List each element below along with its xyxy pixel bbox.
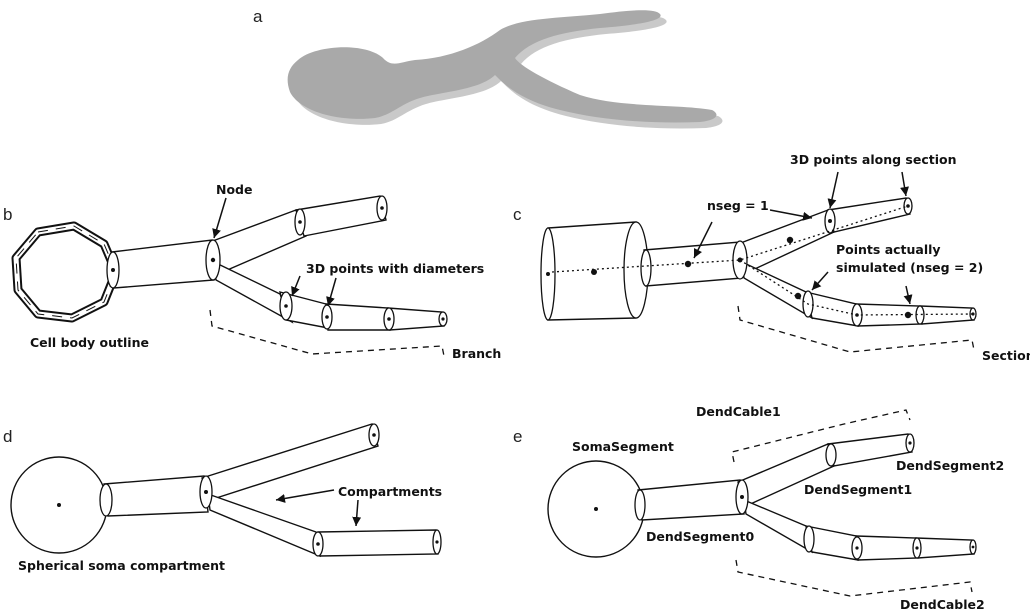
dend-segment1-label: DendSegment1 [804,482,912,497]
dend-segment0-label: DendSegment0 [646,529,755,544]
panel-d-letter: d [3,427,12,446]
neuron-silhouette [287,10,723,129]
panel-a: a [253,7,723,129]
panel-e-letter: e [513,427,522,446]
points-with-diameters-label: 3D points with diameters [306,261,484,276]
soma-cylinder [540,221,649,321]
segment-shapes [547,433,977,561]
soma-segment-label: SomaSegment [572,439,674,454]
dend-segment2-label: DendSegment2 [896,458,1004,473]
panel-c-letter: c [513,205,522,224]
points-along-label: 3D points along section [790,152,957,167]
section-tubes [551,197,977,327]
compartments-label: Compartments [338,484,442,499]
node-label: Node [216,182,252,197]
dend-cable1-label: DendCable1 [696,404,781,419]
panel-a-letter: a [253,7,263,26]
points-simulated-line1: Points actually [836,242,941,257]
dend-cable2-label: DendCable2 [900,597,985,612]
branch-label: Branch [452,346,501,361]
branch-tubes [106,195,448,331]
cell-body-label: Cell body outline [30,335,149,350]
panel-d: d Compartments Spherical soma compartmen… [3,423,442,573]
compartment-shapes [10,423,442,558]
panel-b-letter: b [3,205,12,224]
spherical-soma-label: Spherical soma compartment [18,558,225,573]
section-label: Section [982,348,1030,363]
panel-c: c [513,152,1030,363]
cell-body-outline [11,221,121,323]
panel-e: e SomaSegment Dend [513,404,1004,612]
points-simulated-line2: simulated (nseg = 2) [836,260,983,275]
panel-b: b [3,182,501,361]
nseg1-label: nseg = 1 [707,198,769,213]
